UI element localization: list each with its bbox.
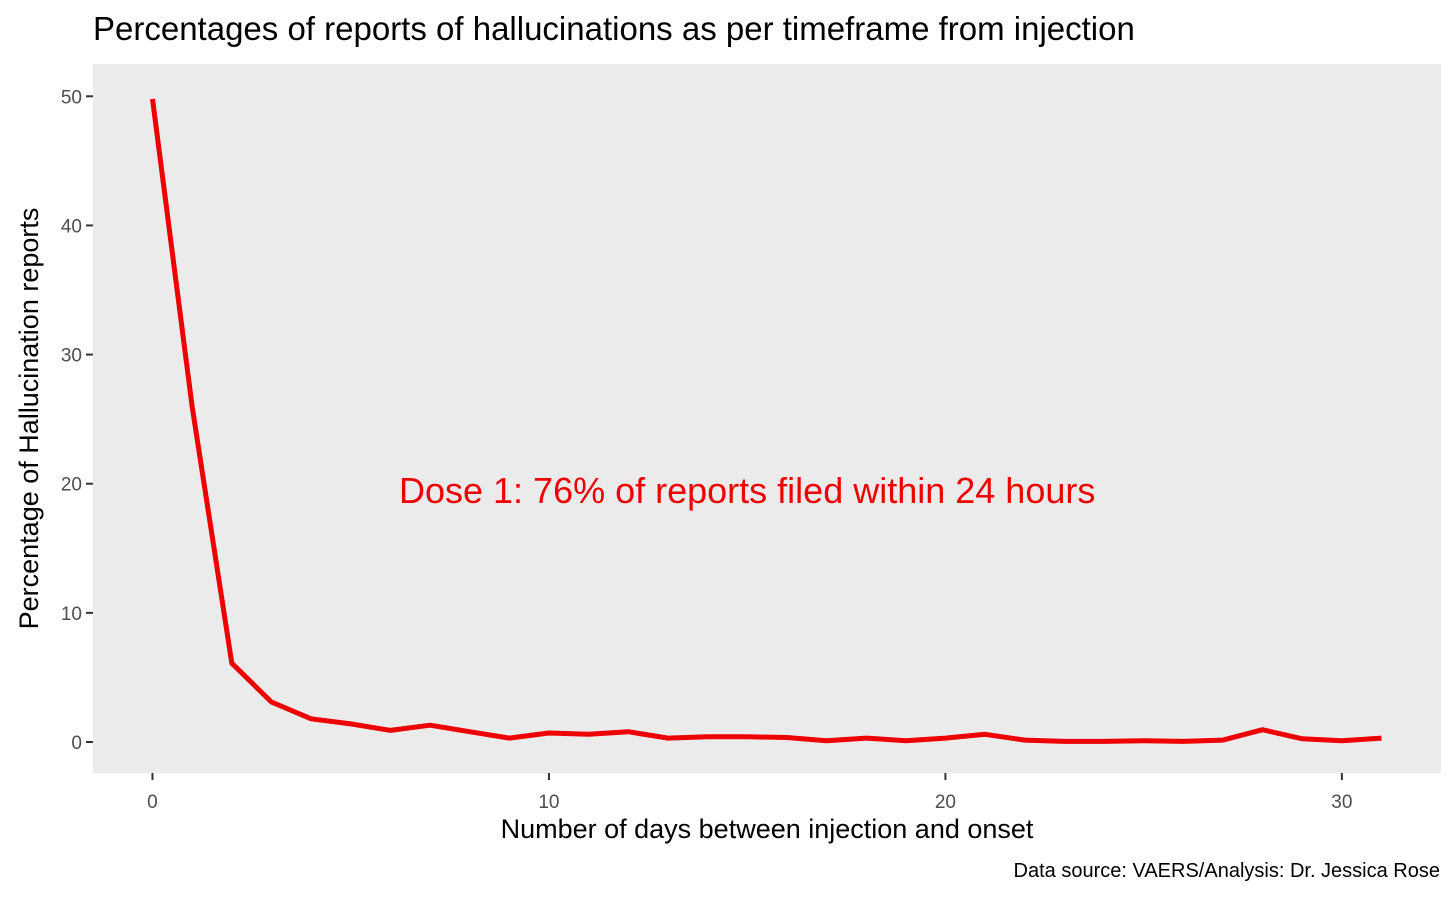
y-tick-label: 30	[61, 346, 82, 367]
y-tick-label: 20	[61, 475, 82, 496]
axis-ticks: 0 10 20 30 0 10 20 30 40 50	[61, 87, 1353, 813]
y-axis-title: Percentage of Hallucination reports	[14, 208, 44, 630]
x-tick-label: 20	[935, 792, 956, 813]
x-tick-label: 30	[1331, 792, 1352, 813]
y-tick-label: 40	[61, 216, 82, 237]
series-line	[150, 98, 1382, 744]
x-tick-label: 10	[538, 792, 559, 813]
x-axis-title: Number of days between injection and ons…	[501, 814, 1034, 844]
annotation-text: Dose 1: 76% of reports filed within 24 h…	[399, 470, 1095, 511]
series-layer	[150, 98, 1382, 744]
chart-title: Percentages of reports of hallucinations…	[93, 10, 1135, 47]
y-tick-label: 50	[61, 87, 82, 108]
y-tick-label: 0	[71, 733, 82, 754]
y-tick-label: 10	[61, 604, 82, 625]
x-tick-label: 0	[147, 792, 158, 813]
plot-panel	[93, 64, 1441, 773]
data-source-caption: Data source: VAERS/Analysis: Dr. Jessica…	[1013, 860, 1440, 882]
